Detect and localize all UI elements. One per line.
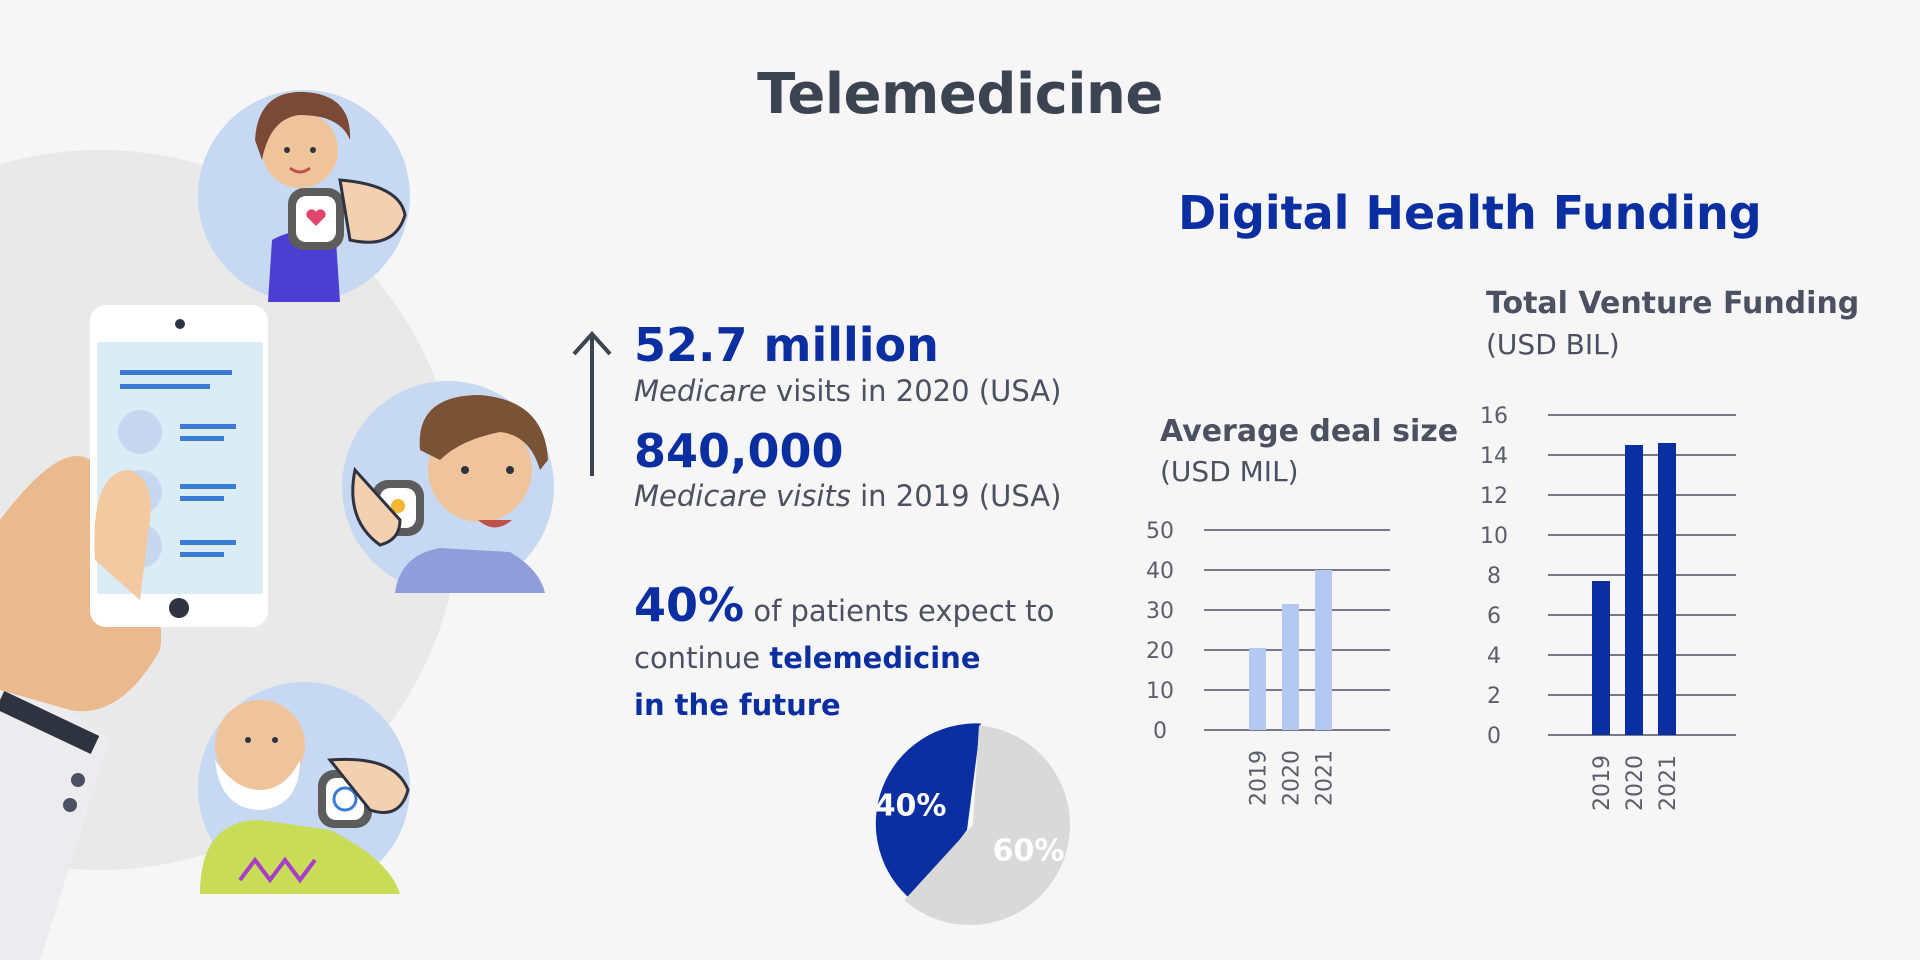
bar-2019 [1249,648,1266,730]
funding-title: Digital Health Funding [1178,186,1762,240]
chart-avg-deal-title: Average deal size [1160,414,1459,449]
x-tick-label: 2019 [1247,750,1272,806]
cuff [0,690,100,755]
y-tick-label: 4 [1487,644,1501,669]
stat-2020-visits-label: Medicare visits in 2020 (USA) [634,374,1062,408]
cuff-button [63,798,77,812]
x-tick-label: 2021 [1656,755,1681,811]
page-title: Telemedicine [757,62,1163,127]
bar-2020 [1625,445,1643,735]
stat-percent-value: 40% [634,578,745,632]
x-tick-label: 2019 [1590,755,1615,811]
hand [0,456,162,712]
x-tick-label: 2020 [1280,750,1305,806]
cuff-button [71,773,85,787]
x-tick-label: 2021 [1313,750,1338,806]
y-tick-label: 14 [1480,444,1508,469]
y-tick-label: 10 [1146,679,1174,704]
y-tick-label: 0 [1487,724,1501,749]
avg-deal-size-chart: 0 10 20 30 40 50 2019 2020 2021 [1146,519,1390,806]
y-tick-label: 16 [1480,404,1508,429]
y-tick-label: 8 [1487,564,1501,589]
x-tick-label: 2020 [1623,755,1648,811]
pie-label-40: 40% [875,788,947,823]
stat-2019-visits-label: Medicare visits in 2019 (USA) [634,479,1062,513]
chart-avg-deal-unit: (USD MIL) [1160,455,1299,488]
y-tick-label: 40 [1146,559,1174,584]
bar-2020 [1282,604,1299,730]
y-tick-label: 20 [1146,639,1174,664]
stat-2020-visits-value: 52.7 million [634,318,939,372]
pie-chart: 40% 60% [875,723,1070,925]
patient-elder-avatar [198,682,410,894]
y-tick-label: 50 [1146,519,1174,544]
y-tick-label: 0 [1153,719,1167,744]
patient-woman-avatar [198,90,410,302]
y-tick-label: 10 [1480,524,1508,549]
y-tick-label: 30 [1146,599,1174,624]
pie-slice-40 [875,723,981,902]
stat-2019-visits-value: 840,000 [634,424,844,478]
bar-2021 [1315,570,1332,730]
chart-venture-unit: (USD BIL) [1486,328,1620,361]
illustration [0,90,554,960]
patient-man-avatar [342,381,554,593]
y-tick-label: 12 [1480,484,1508,509]
pie-slice-60 [904,725,1070,925]
bar-2021 [1658,443,1676,735]
bar-2019 [1592,581,1610,735]
y-tick-label: 6 [1487,604,1501,629]
pie-label-60: 60% [993,834,1065,869]
y-tick-label: 2 [1487,684,1501,709]
venture-funding-chart: 0 2 4 6 8 10 12 14 16 2019 2020 2021 [1480,404,1736,811]
chart-venture-title: Total Venture Funding [1486,286,1860,321]
increase-arrow-icon [572,331,612,476]
stat-percent-block: 40% of patients expect to continue telem… [634,578,1055,722]
